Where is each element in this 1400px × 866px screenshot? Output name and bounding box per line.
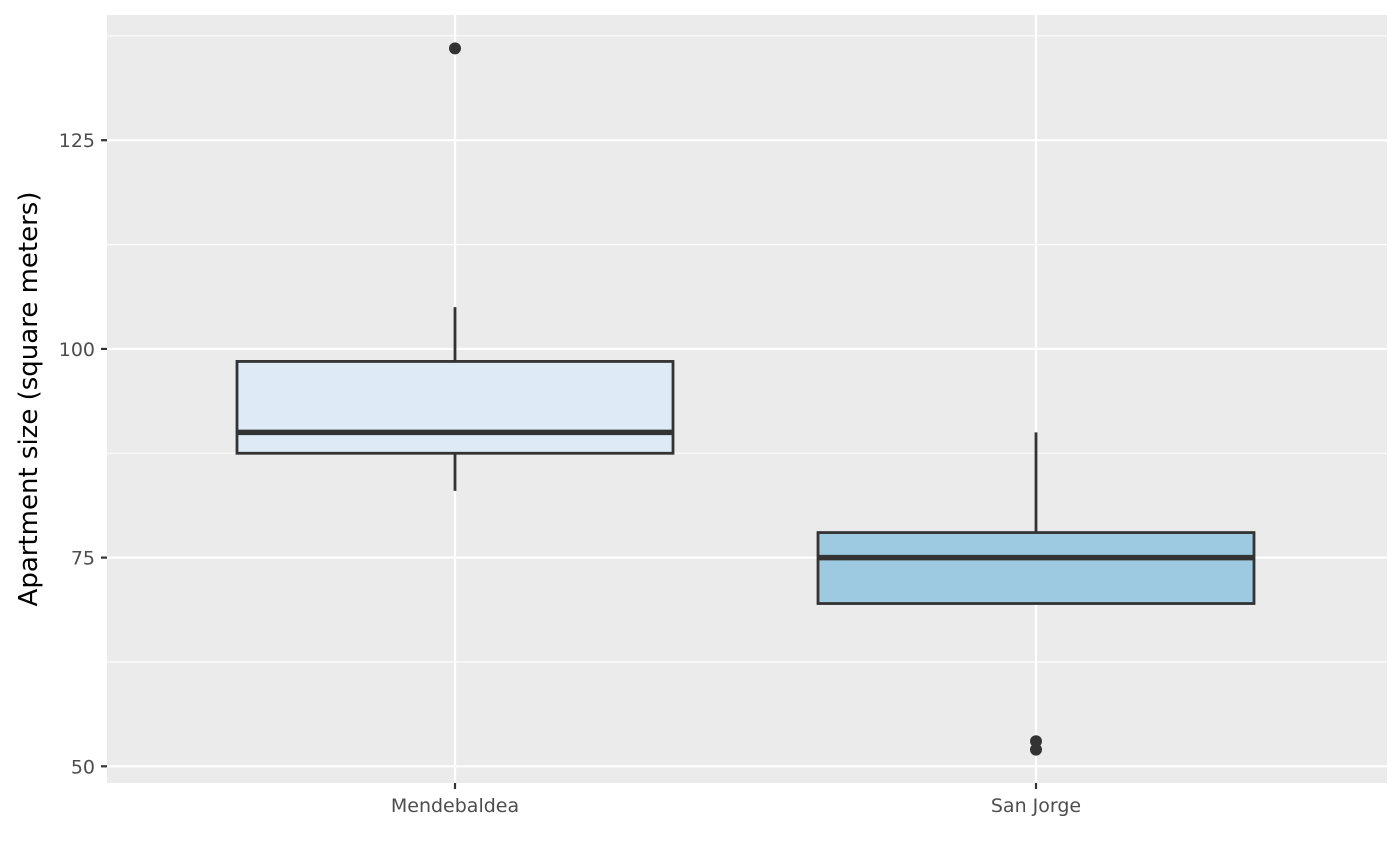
outlier-point (1030, 735, 1042, 748)
box-iqr (235, 360, 675, 455)
box-iqr (816, 531, 1256, 605)
x-tick-label: San Jorge (991, 795, 1081, 817)
box-mendebaldea (235, 42, 675, 491)
grid-lines (107, 15, 1387, 783)
y-tick-label: 100 (59, 339, 95, 361)
outlier-point (449, 42, 461, 55)
outlier-point (1030, 743, 1042, 756)
y-tick-label: 75 (71, 548, 95, 570)
boxes (235, 42, 1256, 756)
box-san-jorge (816, 432, 1256, 756)
axes: 50 75 100 125 Mendebaldea San Jorge (59, 130, 1081, 817)
y-tick-label: 50 (71, 756, 95, 778)
x-tick-label: Mendebaldea (391, 795, 519, 817)
y-axis-title: Apartment size (square meters) (14, 192, 44, 607)
y-tick-label: 125 (59, 130, 95, 152)
